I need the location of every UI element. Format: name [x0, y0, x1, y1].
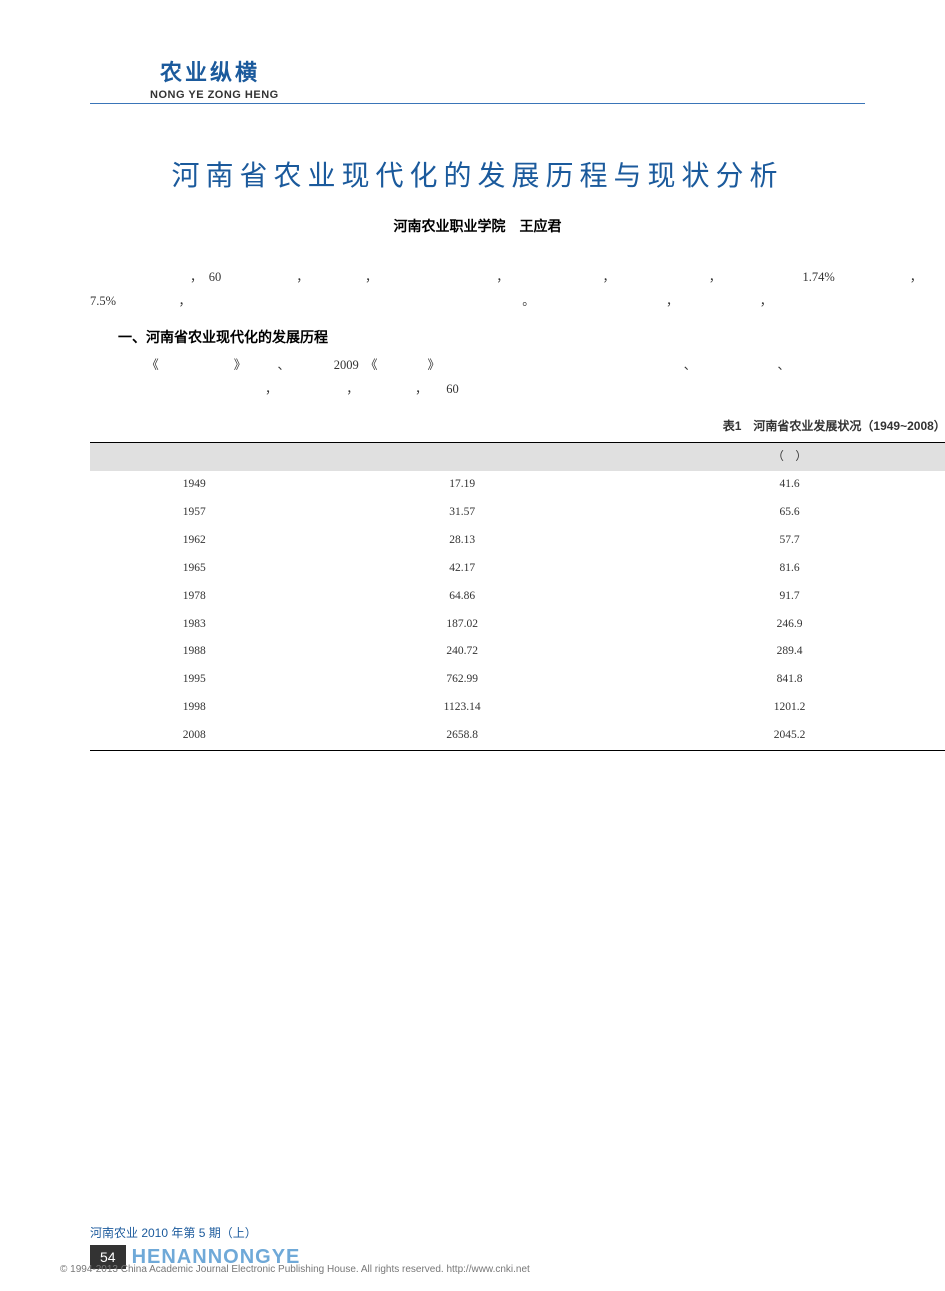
table-cell: 42.17 — [298, 555, 625, 583]
body-columns: ， 60 ， ， ， ， ， 1.74% ， 7.5% ， 。 ， ， 。 ， … — [90, 266, 865, 751]
table-cell: 1978 — [90, 583, 298, 611]
section-title-pinyin: NONG YE ZONG HENG — [90, 89, 865, 101]
table1: （ ）t（kg） 194917.1941.671.35171195731.576… — [90, 442, 945, 751]
table-cell: 28.13 — [298, 527, 625, 555]
table-cell: 1983 — [90, 611, 298, 639]
section-heading-1: 一、河南省农业现代化的发展历程 — [90, 326, 945, 348]
col1-para2: 《 》 、 2009 《 》 、 、 （ 1）。 — [90, 354, 945, 378]
table-cell: 1123.14 — [298, 694, 625, 722]
page-footer: 河南农业 2010 年第 5 期（上） 54 HENANNONGYE — [90, 1224, 865, 1269]
table-cell: 289.4 — [626, 638, 945, 666]
table-cell: 81.6 — [626, 555, 945, 583]
section-header: 农业纵横 NONG YE ZONG HENG — [90, 55, 865, 104]
table-cell: 1998 — [90, 694, 298, 722]
table-cell: 64.86 — [298, 583, 625, 611]
table-cell: 1988 — [90, 638, 298, 666]
table-row: 194917.1941.671.35171 — [90, 471, 945, 499]
col1-para1: ， 60 ， ， ， ， ， 1.74% ， 7.5% ， 。 ， ， 。 ， … — [90, 266, 945, 314]
table-cell: 2008 — [90, 722, 298, 750]
table-row: 1995762.99841.83466.5382.4 — [90, 666, 945, 694]
table-cell: 240.72 — [298, 638, 625, 666]
table-row: 196228.1357.7903185.3 — [90, 527, 945, 555]
table1-col-2: （ ） — [626, 443, 945, 472]
page-root: 农业纵横 NONG YE ZONG HENG 河南省农业现代化的发展历程与现状分… — [0, 0, 945, 1291]
table-cell: 1965 — [90, 555, 298, 583]
column-1: ， 60 ， ， ， ， ， 1.74% ， 7.5% ， 。 ， ， 。 ， … — [90, 266, 945, 751]
table-cell: 1201.2 — [626, 694, 945, 722]
table-cell: 841.8 — [626, 666, 945, 694]
header-rule — [90, 103, 865, 104]
table-cell: 91.7 — [626, 583, 945, 611]
table1-col-1 — [298, 443, 625, 472]
table-cell: 1962 — [90, 527, 298, 555]
section-title-cn: 农业纵横 — [90, 55, 865, 87]
copyright-line: © 1994-2013 China Academic Journal Elect… — [60, 1264, 530, 1275]
table-row: 20082658.82045.25365.48542.3 — [90, 722, 945, 750]
table-row: 197864.8691.72097.4296.8 — [90, 583, 945, 611]
table-row: 1983187.02246.92904383.3 — [90, 611, 945, 639]
table-cell: 1957 — [90, 499, 298, 527]
table-cell: 246.9 — [626, 611, 945, 639]
table-row: 195731.5765.6118246.5 — [90, 499, 945, 527]
table-cell: 1995 — [90, 666, 298, 694]
table-cell: 41.6 — [626, 471, 945, 499]
table1-col-0 — [90, 443, 298, 472]
table-cell: 762.99 — [298, 666, 625, 694]
table-row: 196542.1781.61166225.5 — [90, 555, 945, 583]
table-row: 19981123.141201.24009.61430.4 — [90, 694, 945, 722]
table-row: 1988240.72289.42663.0320.2 — [90, 638, 945, 666]
col1-para3: ， ， ， 60 — [90, 378, 945, 402]
table-cell: 2658.8 — [298, 722, 625, 750]
table-cell: 187.02 — [298, 611, 625, 639]
author-affiliation: 河南农业职业学院 王应君 — [90, 216, 865, 236]
table-cell: 1949 — [90, 471, 298, 499]
issue-label: 河南农业 2010 年第 5 期（上） — [90, 1224, 865, 1241]
table1-caption: 表1 河南省农业发展状况（1949~2008） — [90, 415, 945, 438]
table-cell: 31.57 — [298, 499, 625, 527]
table-cell: 65.6 — [626, 499, 945, 527]
table1-body: 194917.1941.671.35171195731.5765.6118246… — [90, 471, 945, 750]
table-cell: 2045.2 — [626, 722, 945, 750]
table-cell: 57.7 — [626, 527, 945, 555]
article-title: 河南省农业现代化的发展历程与现状分析 — [90, 154, 865, 194]
table1-head: （ ）t（kg） — [90, 443, 945, 472]
table-cell: 17.19 — [298, 471, 625, 499]
